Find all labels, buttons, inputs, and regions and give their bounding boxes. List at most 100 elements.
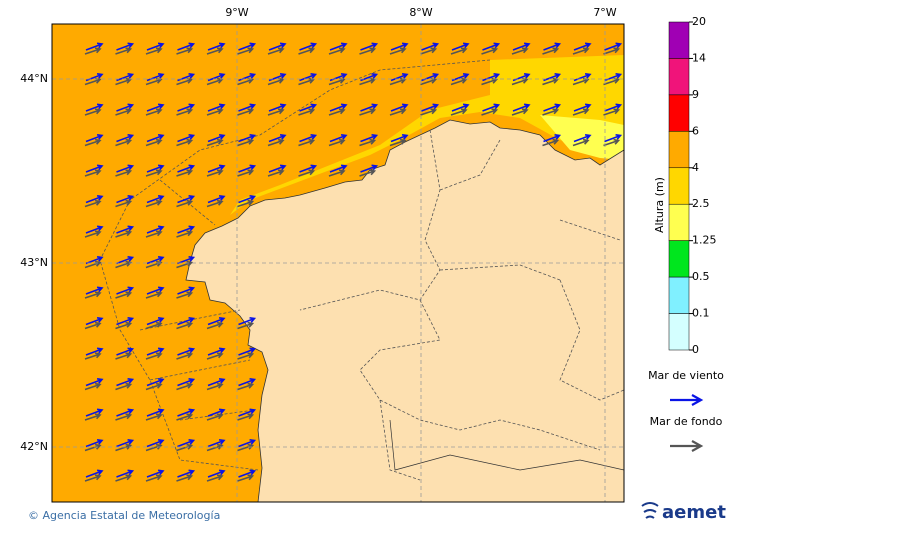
arrow (360, 164, 379, 173)
arrow (145, 474, 163, 482)
arrow (176, 352, 194, 360)
colorbar-tick-label: 2.5 (692, 197, 710, 210)
arrow (421, 73, 440, 82)
arrow (421, 103, 440, 112)
arrow (206, 321, 224, 330)
arrow (146, 103, 165, 112)
arrow (177, 317, 196, 326)
arrow (238, 317, 257, 326)
arrow (542, 47, 560, 55)
arrow-field (84, 42, 623, 482)
arrow (238, 134, 257, 143)
arrow (145, 199, 163, 208)
arrow (603, 47, 621, 55)
colorbar-title: Altura (m) (653, 177, 666, 233)
arrow (176, 382, 194, 391)
arrow (451, 73, 470, 82)
lat-label: 42°N (20, 440, 48, 453)
lon-label: 8°W (409, 6, 432, 19)
arrow (177, 439, 196, 448)
arrow (604, 42, 623, 51)
colorbar: 20 14 9 6 4 2.5 1.25 0.5 0.1 0 (668, 15, 717, 356)
arrow (85, 42, 104, 51)
arrow (359, 47, 377, 55)
colorbar-segment (668, 58, 690, 96)
arrow (512, 103, 531, 112)
arrow (146, 347, 165, 356)
arrow (207, 317, 226, 326)
arrow (512, 42, 531, 51)
colorbar-segment (668, 240, 690, 278)
arrow (145, 230, 163, 238)
arrow (85, 347, 104, 356)
arrow (84, 199, 102, 208)
arrow (238, 73, 257, 82)
legend-arrow (670, 440, 704, 452)
arrow (146, 439, 165, 448)
arrow (176, 108, 194, 116)
arrow (238, 42, 257, 51)
arrow (116, 256, 135, 265)
arrow (206, 77, 224, 86)
arrow (207, 347, 226, 356)
arrow (237, 413, 255, 421)
arrow (238, 103, 257, 112)
arrow (84, 138, 102, 147)
colorbar-tick-label: 0 (692, 343, 699, 356)
arrow (116, 42, 135, 51)
arrow (237, 47, 255, 55)
arrow (145, 413, 163, 421)
colorbar-segment (668, 21, 690, 59)
arrow (207, 195, 226, 204)
arrow (84, 413, 102, 421)
arrow (237, 199, 255, 208)
arrow (146, 469, 165, 478)
arrow (115, 443, 133, 452)
colorbar-tick-label: 20 (692, 15, 706, 28)
arrow (329, 73, 348, 82)
arrow (299, 73, 318, 82)
arrow (482, 42, 501, 51)
arrow (207, 439, 226, 448)
lat-label: 44°N (20, 72, 48, 85)
arrow (360, 42, 379, 51)
arrow (115, 169, 133, 177)
arrow (604, 73, 623, 82)
arrow (299, 103, 318, 112)
arrow (85, 378, 104, 387)
arrow (176, 413, 194, 421)
colorbar-segment (668, 313, 690, 351)
arrow (511, 47, 529, 55)
arrow (146, 408, 165, 417)
arrow (237, 352, 255, 360)
arrow (207, 73, 226, 82)
arrow (543, 73, 562, 82)
colorbar-tick-label: 0.5 (692, 270, 710, 283)
arrow (451, 103, 470, 112)
arrow (543, 134, 562, 143)
arrow (146, 286, 165, 295)
arrow (512, 73, 531, 82)
arrow (85, 225, 104, 234)
arrow (206, 443, 224, 452)
arrow (177, 286, 196, 295)
arrow (328, 108, 346, 116)
arrow (84, 443, 102, 452)
arrow (360, 134, 379, 143)
arrow (206, 169, 224, 177)
arrow (177, 103, 196, 112)
arrow (176, 291, 194, 299)
arrow (359, 169, 377, 177)
arrow (115, 199, 133, 208)
arrow (115, 352, 133, 360)
arrow (238, 164, 257, 173)
arrow (206, 138, 224, 147)
arrow (177, 164, 196, 173)
arrow (299, 164, 318, 173)
colorbar-tick-label: 4 (692, 161, 699, 174)
arrow (511, 108, 529, 116)
colorbar-segment (668, 167, 690, 205)
arrow (298, 77, 316, 86)
logo: aemet (641, 502, 726, 523)
arrow (360, 73, 379, 82)
